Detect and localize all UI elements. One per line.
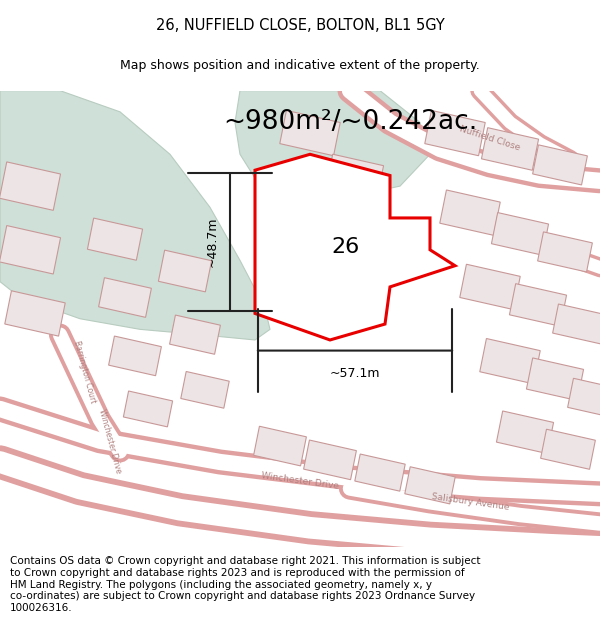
- Polygon shape: [355, 454, 405, 491]
- Text: ~48.7m: ~48.7m: [205, 217, 218, 267]
- Polygon shape: [254, 426, 307, 466]
- Polygon shape: [326, 154, 383, 197]
- Polygon shape: [280, 111, 340, 156]
- Text: ~980m²/~0.242ac.: ~980m²/~0.242ac.: [223, 109, 477, 136]
- Polygon shape: [541, 429, 595, 469]
- Text: Contains OS data © Crown copyright and database right 2021. This information is : Contains OS data © Crown copyright and d…: [10, 556, 481, 566]
- Polygon shape: [124, 391, 173, 427]
- Polygon shape: [496, 411, 554, 454]
- Text: 26, NUFFIELD CLOSE, BOLTON, BL1 5GY: 26, NUFFIELD CLOSE, BOLTON, BL1 5GY: [155, 18, 445, 33]
- Text: HM Land Registry. The polygons (including the associated geometry, namely x, y: HM Land Registry. The polygons (includin…: [10, 580, 432, 590]
- Polygon shape: [553, 304, 600, 344]
- Text: Winchester Drive: Winchester Drive: [97, 408, 123, 474]
- Polygon shape: [5, 291, 65, 336]
- Text: co-ordinates) are subject to Crown copyright and database rights 2023 Ordnance S: co-ordinates) are subject to Crown copyr…: [10, 591, 475, 601]
- Text: ~57.1m: ~57.1m: [330, 368, 380, 381]
- Polygon shape: [0, 91, 270, 340]
- Polygon shape: [491, 213, 548, 255]
- Polygon shape: [480, 339, 540, 384]
- Polygon shape: [509, 284, 566, 326]
- Text: Barrington Court: Barrington Court: [73, 339, 98, 404]
- Polygon shape: [98, 278, 151, 318]
- Polygon shape: [304, 440, 356, 480]
- Polygon shape: [526, 358, 584, 401]
- Polygon shape: [0, 162, 61, 211]
- Polygon shape: [460, 264, 520, 309]
- Polygon shape: [568, 378, 600, 418]
- Polygon shape: [405, 467, 455, 504]
- Polygon shape: [170, 315, 220, 354]
- Polygon shape: [533, 145, 587, 185]
- Text: Nuffield Close: Nuffield Close: [458, 124, 521, 152]
- Polygon shape: [181, 371, 229, 408]
- Polygon shape: [88, 218, 143, 260]
- Text: Salisbury Avenue: Salisbury Avenue: [431, 492, 509, 512]
- Text: 26: 26: [331, 237, 359, 257]
- Polygon shape: [158, 250, 212, 292]
- Polygon shape: [235, 91, 430, 197]
- Polygon shape: [0, 226, 61, 274]
- Polygon shape: [481, 127, 539, 170]
- Polygon shape: [440, 190, 500, 236]
- Text: to Crown copyright and database rights 2023 and is reproduced with the permissio: to Crown copyright and database rights 2…: [10, 568, 464, 578]
- Text: Winchester Drive: Winchester Drive: [260, 471, 340, 491]
- Text: 100026316.: 100026316.: [10, 603, 73, 613]
- Polygon shape: [255, 154, 455, 340]
- Polygon shape: [109, 336, 161, 376]
- Polygon shape: [538, 232, 592, 272]
- Text: Map shows position and indicative extent of the property.: Map shows position and indicative extent…: [120, 59, 480, 72]
- Polygon shape: [425, 111, 485, 156]
